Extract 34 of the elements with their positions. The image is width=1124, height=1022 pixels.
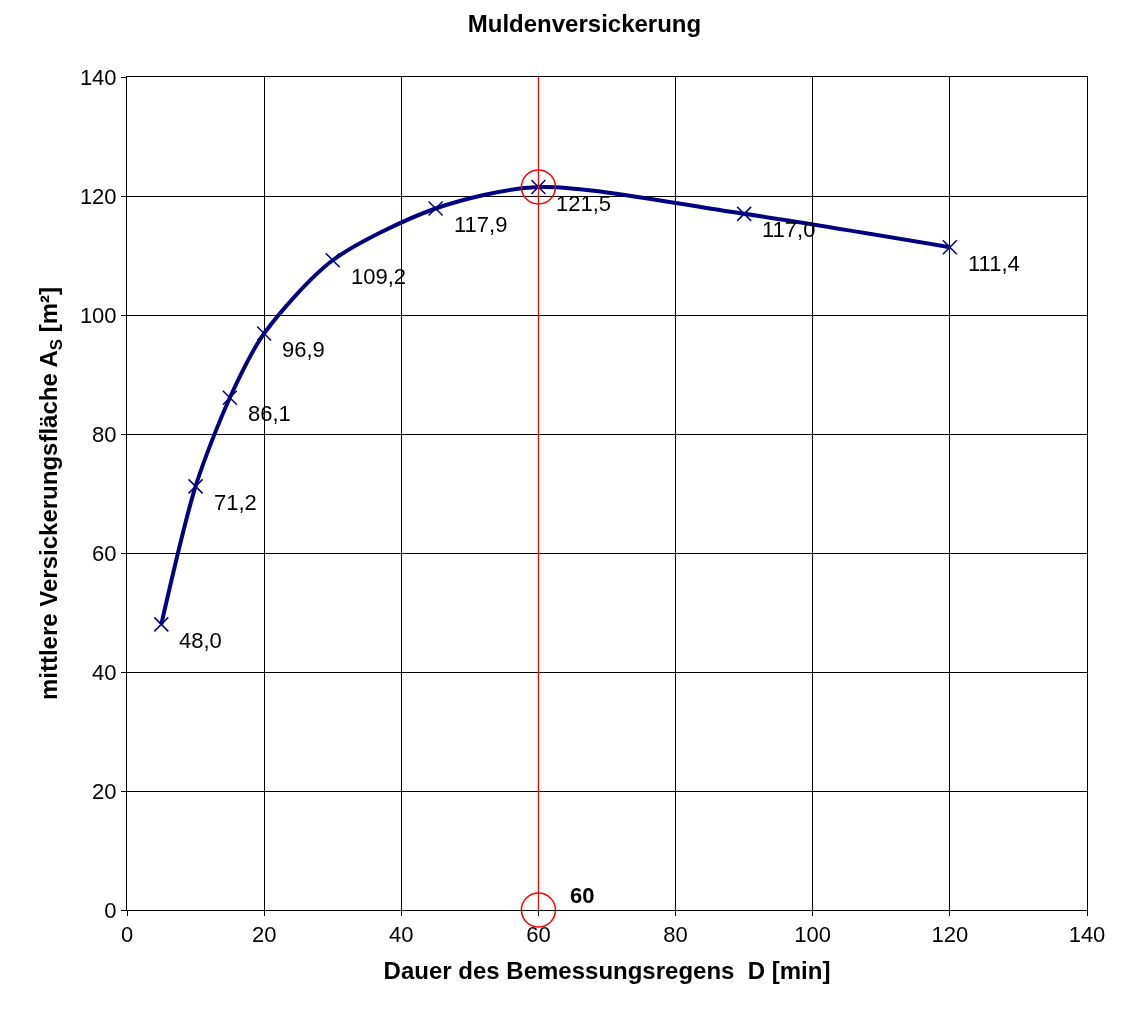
ref-line-label: 60 <box>570 883 595 908</box>
data-label: 117,9 <box>454 212 508 237</box>
chart-title: Muldenversickerung <box>467 10 702 38</box>
x-tick-label: 20 <box>251 922 277 948</box>
point <box>520 892 557 928</box>
x-axis-title: Dauer des Bemessungsregens D [min] <box>383 956 831 984</box>
point <box>153 616 170 633</box>
point <box>736 206 752 222</box>
point <box>256 325 272 342</box>
point <box>324 252 341 269</box>
y-tick-label: 120 <box>79 183 117 209</box>
y-tick-label: 60 <box>92 540 117 566</box>
x-tick-label: 140 <box>1068 922 1106 948</box>
x-tick-label: 80 <box>663 922 688 948</box>
point <box>427 200 444 217</box>
x-tick-label: 40 <box>389 922 414 948</box>
data-label: 96,9 <box>282 337 325 362</box>
y-tick-label: 80 <box>92 421 117 447</box>
y-tick-label: 0 <box>104 897 117 923</box>
point <box>520 169 557 205</box>
y-tick-label: 100 <box>79 302 117 328</box>
x-tick-label: 0 <box>120 922 134 948</box>
point <box>222 389 238 406</box>
y-tick-label: 140 <box>79 64 117 90</box>
data-label: 48,0 <box>179 628 222 653</box>
point <box>942 239 958 255</box>
y-tick-label: 20 <box>92 778 117 804</box>
x-tick-label: 120 <box>931 922 969 948</box>
x-tick-label: 100 <box>794 922 832 948</box>
x-tick-label: 60 <box>526 922 551 948</box>
point <box>187 478 204 495</box>
data-label: 71,2 <box>214 490 257 515</box>
y-tick-label: 40 <box>92 659 117 685</box>
data-label: 111,4 <box>968 251 1020 276</box>
